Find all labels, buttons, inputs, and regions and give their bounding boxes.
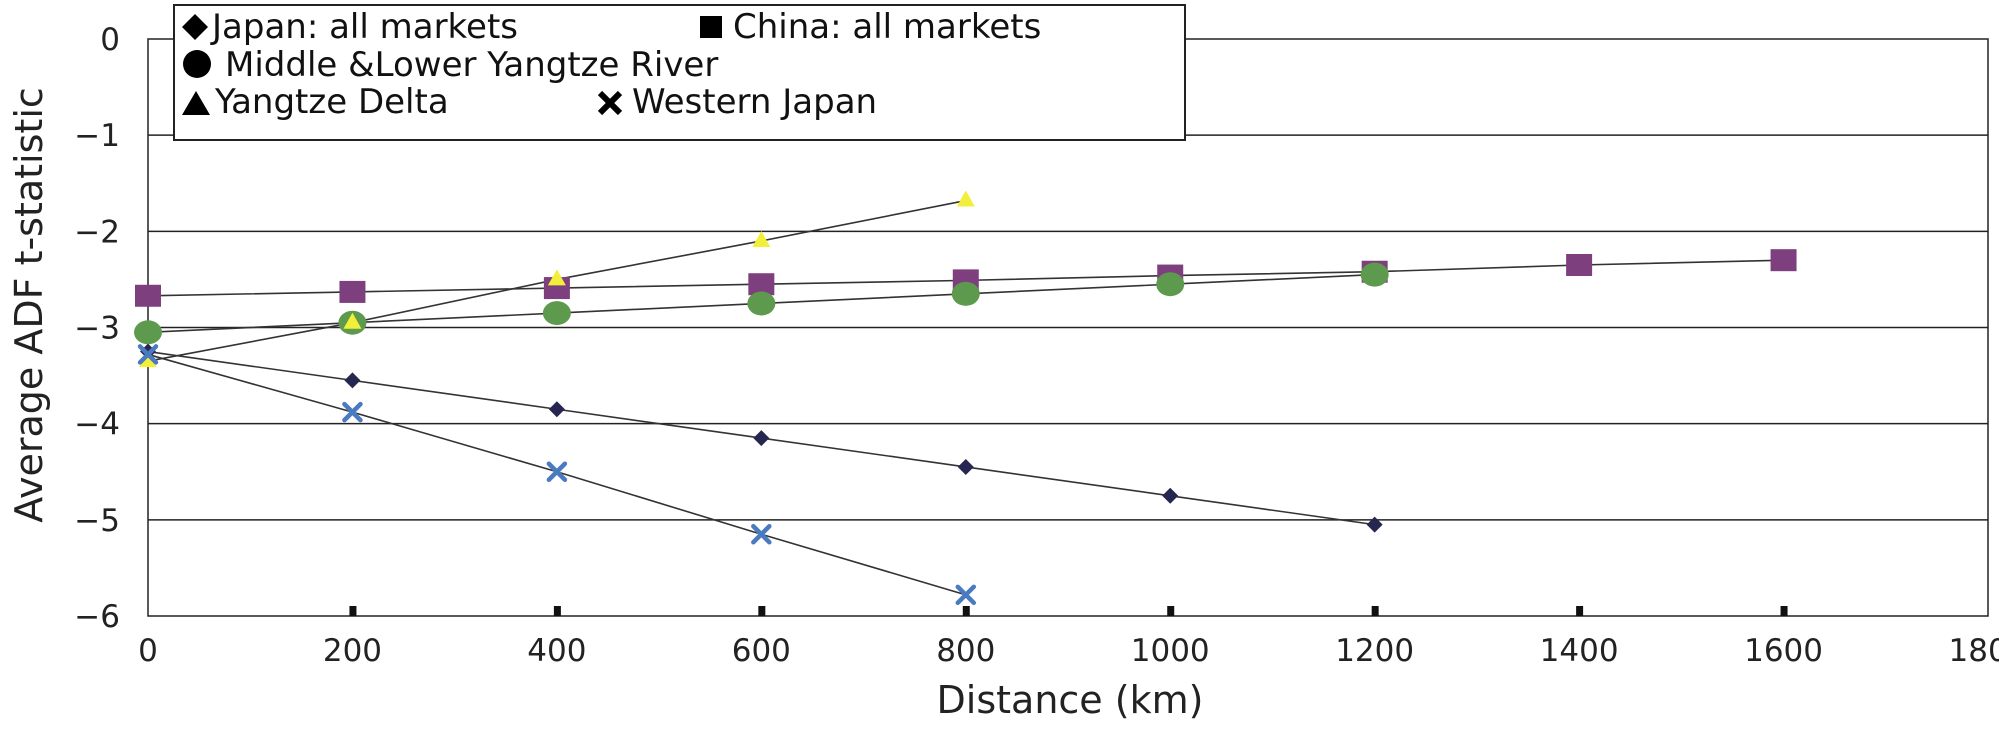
legend-items: Japan: all markets China: all markets Midd…: [182, 7, 1041, 122]
data-point-middle-lower-yangtze-river: [1360, 262, 1389, 287]
data-point-yangtze-delta: [343, 312, 362, 329]
y-tick-label: −5: [74, 503, 120, 539]
x-tick-label: 1600: [1744, 633, 1823, 669]
x-tick-label: 1000: [1131, 633, 1210, 669]
data-point-china-all-markets: [1566, 253, 1593, 276]
data-point-middle-lower-yangtze-river: [951, 281, 980, 306]
x-mark-stroke: [751, 524, 772, 545]
data-point-japan-all-markets: [1162, 487, 1179, 504]
data-point-yangtze-delta: [547, 269, 566, 286]
x-mark-stroke: [546, 461, 568, 482]
y-tick-label: −4: [74, 407, 120, 443]
data-point-middle-lower-yangtze-river: [134, 320, 162, 345]
x-tick-mark: [1576, 606, 1584, 616]
legend-box: [173, 4, 1186, 141]
data-point-china-all-markets: [748, 273, 775, 296]
x-tick-mark: [1167, 606, 1175, 616]
data-point-china-all-markets: [1770, 249, 1797, 272]
x-mark-stroke: [955, 584, 977, 606]
legend-x-icon: [597, 90, 623, 116]
data-point-china-all-markets: [135, 284, 161, 307]
data-point-western-japan: [137, 344, 159, 365]
legend-label: Yangtze Delta: [214, 82, 449, 122]
data-point-yangtze-delta: [752, 230, 771, 247]
x-tick-mark: [1780, 606, 1788, 616]
x-tick-label: 200: [323, 633, 382, 669]
x-tick-mark: [1371, 606, 1379, 616]
y-tick-label: −6: [74, 599, 120, 635]
x-tick-mark: [758, 606, 766, 616]
legend-label: Middle &Lower Yangtze River: [225, 45, 718, 85]
legend-label: Japan: all markets: [210, 7, 518, 47]
data-point-japan-all-markets: [1366, 516, 1383, 533]
series-markers: [134, 190, 1797, 606]
x-tick-label: 0: [138, 633, 158, 669]
legend-label: China: all markets: [733, 7, 1041, 47]
data-point-japan-all-markets: [753, 430, 770, 447]
x-mark-stroke: [137, 344, 159, 365]
data-point-western-japan: [751, 524, 772, 545]
data-point-western-japan: [546, 461, 568, 482]
data-point-yangtze-delta: [956, 190, 975, 207]
legend-triangle-icon: [182, 91, 210, 115]
x-tick-mark: [553, 606, 561, 616]
data-point-western-japan: [342, 401, 363, 423]
y-tick-labels: 0 −1 −2 −3 −4 −5 −6: [74, 22, 120, 635]
x-tick-label: 400: [527, 633, 586, 669]
y-tick-label: −2: [74, 214, 120, 250]
x-axis-title: Distance (km): [937, 678, 1204, 722]
x-tick-marks: [349, 606, 1788, 616]
x-tick-mark: [962, 606, 970, 616]
data-point-china-all-markets: [339, 280, 366, 303]
y-tick-label: −1: [74, 118, 120, 154]
x-tick-mark: [349, 606, 357, 616]
x-tick-label: 800: [936, 633, 995, 669]
data-point-middle-lower-yangtze-river: [1156, 272, 1185, 297]
legend-diamond-icon: [182, 14, 208, 40]
y-tick-label: −3: [74, 311, 120, 347]
y-tick-label: 0: [100, 22, 120, 58]
legend-circle-icon: [183, 50, 211, 78]
data-point-middle-lower-yangtze-river: [747, 291, 776, 316]
legend-square-icon: [700, 16, 722, 38]
x-tick-label: 1200: [1335, 633, 1414, 669]
data-point-western-japan: [955, 584, 977, 606]
data-point-japan-all-markets: [344, 372, 361, 389]
y-axis-title: Average ADF t-statistic: [7, 87, 51, 523]
data-point-japan-all-markets: [548, 401, 565, 418]
x-tick-label: 600: [732, 633, 791, 669]
data-point-yangtze-delta: [139, 351, 157, 368]
data-point-middle-lower-yangtze-river: [542, 301, 571, 326]
legend: Japan: all markets China: all markets Midd…: [173, 4, 1186, 141]
x-icon-stroke: [597, 90, 623, 116]
x-tick-labels: 0 200 400 600 800 1000 1200 1400 1600 1800: [138, 633, 1999, 669]
x-tick-label: 1400: [1540, 633, 1619, 669]
x-mark-stroke: [342, 401, 363, 423]
legend-label: Western Japan: [632, 82, 877, 122]
data-point-japan-all-markets: [957, 458, 974, 475]
x-tick-label: 1800: [1949, 633, 1999, 669]
